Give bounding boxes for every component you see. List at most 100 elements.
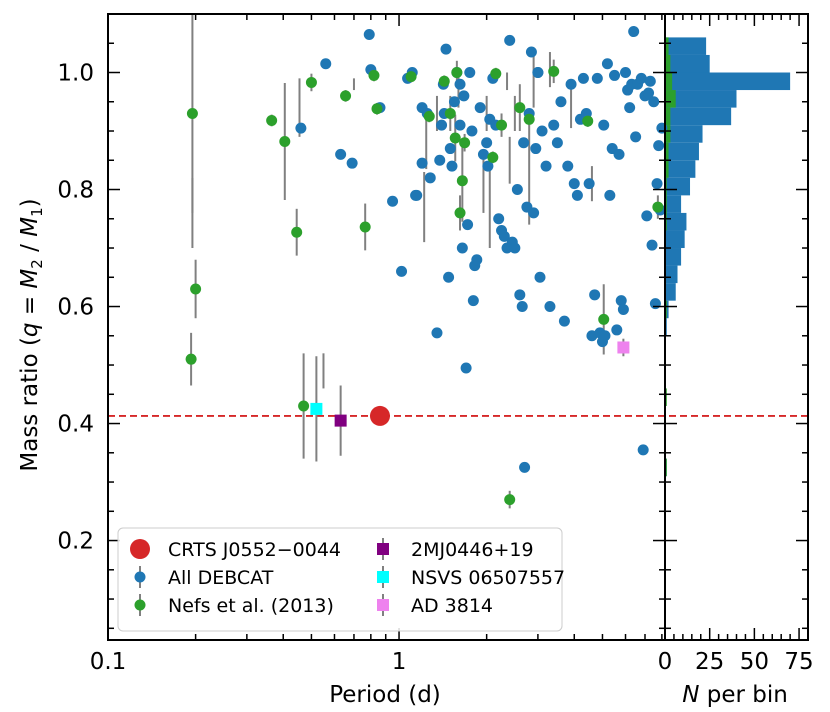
debcat-point xyxy=(568,178,580,190)
debcat-point xyxy=(630,131,642,143)
y-label-prefix: Mass ratio ( xyxy=(17,337,43,472)
nefs-point xyxy=(490,68,502,80)
hist-x-tick-label: 75 xyxy=(784,649,813,675)
histogram-x-label-n: N xyxy=(682,682,699,708)
debcat-point xyxy=(525,46,537,58)
debcat-point xyxy=(363,28,375,40)
debcat-point xyxy=(598,119,610,131)
debcat-point xyxy=(591,72,603,84)
debcat-point xyxy=(641,210,653,222)
debcat-point xyxy=(519,461,531,473)
hist-bar-debcat xyxy=(665,248,682,266)
debcat-point xyxy=(346,157,358,169)
hist-bar-debcat xyxy=(665,90,737,108)
debcat-point xyxy=(624,102,636,114)
nefs-point xyxy=(190,283,202,295)
histogram-x-label-rest: per bin xyxy=(699,682,787,708)
debcat-point xyxy=(646,239,658,251)
hist-bar-debcat xyxy=(665,72,791,91)
debcat-point xyxy=(295,122,307,134)
histogram-x-label: N per bin xyxy=(682,682,788,708)
debcat-point xyxy=(471,254,483,266)
debcat-point xyxy=(335,148,347,160)
debcat-point xyxy=(599,330,611,342)
y-tick-label: 0.6 xyxy=(57,295,94,321)
hist-bar-debcat xyxy=(665,142,699,161)
nefs-point xyxy=(438,75,450,87)
debcat-point xyxy=(464,67,476,79)
legend-label-mj2: 2MJ0446+19 xyxy=(411,539,534,561)
nefs-point xyxy=(523,113,535,125)
debcat-point xyxy=(431,327,443,339)
nsvs-point xyxy=(310,402,323,415)
y-label-sub1: 1 xyxy=(28,207,46,217)
legend-marker-debcat xyxy=(134,571,146,583)
debcat-point xyxy=(644,75,656,87)
nefs-point xyxy=(359,221,371,233)
debcat-point xyxy=(454,119,466,131)
debcat-point xyxy=(532,67,544,79)
nefs-point xyxy=(405,71,417,83)
debcat-point xyxy=(571,189,583,201)
debcat-point xyxy=(609,69,621,81)
debcat-point xyxy=(555,96,567,108)
x-axis-label: Period (d) xyxy=(329,682,441,708)
legend-marker-nefs xyxy=(134,599,146,611)
y-label-close: ) xyxy=(17,198,43,207)
debcat-point xyxy=(320,58,332,70)
nefs-point xyxy=(459,137,471,149)
debcat-point xyxy=(643,87,655,99)
debcat-point xyxy=(436,119,448,131)
legend-label-ad: AD 3814 xyxy=(411,595,493,617)
legend-label-debcat: All DEBCAT xyxy=(168,567,274,589)
nefs-point xyxy=(598,313,610,325)
nefs-point xyxy=(451,67,463,79)
debcat-point xyxy=(443,271,455,283)
debcat-point xyxy=(651,178,663,190)
nefs-point xyxy=(266,114,278,126)
debcat-point xyxy=(628,26,640,38)
hist-bar-nefs xyxy=(665,72,673,91)
debcat-point xyxy=(635,72,647,84)
nefs-point xyxy=(582,115,594,127)
debcat-point xyxy=(456,242,468,254)
legend-marker-nsvs xyxy=(377,571,389,583)
debcat-point xyxy=(467,295,479,307)
debcat-point xyxy=(466,125,478,137)
hist-bar-debcat xyxy=(665,160,696,178)
debcat-point xyxy=(615,295,627,307)
debcat-point xyxy=(416,157,428,169)
debcat-point xyxy=(613,148,625,160)
legend-label-crts: CRTS J0552−0044 xyxy=(168,539,341,561)
debcat-point xyxy=(396,265,408,277)
legend-entries: CRTS J0552−0044 All DEBCAT Nefs et al. (20… xyxy=(130,538,565,617)
nefs-point xyxy=(371,103,383,115)
hist-bar-nefs xyxy=(665,107,671,126)
debcat-point xyxy=(516,301,528,313)
x-tick-label: 1 xyxy=(392,649,407,675)
hist-bar-debcat xyxy=(665,37,707,55)
y-label-m1: M xyxy=(17,217,43,237)
debcat-point xyxy=(514,289,526,301)
nefs-point xyxy=(456,175,468,187)
debcat-point xyxy=(637,444,649,456)
y-tick-label: 0.4 xyxy=(57,412,94,438)
debcat-point xyxy=(481,137,493,149)
debcat-point xyxy=(448,96,460,108)
debcat-point xyxy=(544,301,556,313)
debcat-point xyxy=(530,143,542,155)
legend-marker-ad xyxy=(377,599,389,611)
debcat-point xyxy=(534,271,546,283)
debcat-point xyxy=(511,184,523,196)
hist-x-tick-label: 50 xyxy=(740,649,769,675)
hist-bar-nefs xyxy=(665,125,671,143)
nefs-point xyxy=(548,65,560,77)
nefs-point xyxy=(496,119,508,131)
debcat-point xyxy=(440,43,452,55)
nefs-point xyxy=(291,226,303,238)
nefs-point xyxy=(514,102,526,114)
crts-point xyxy=(369,405,390,426)
debcat-point xyxy=(548,119,560,131)
ad-point xyxy=(617,341,630,354)
hist-bar-nefs xyxy=(665,160,669,178)
